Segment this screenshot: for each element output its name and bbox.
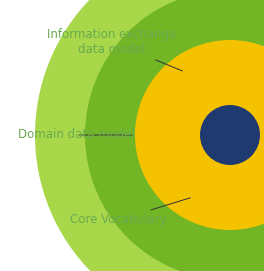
Circle shape: [35, 0, 264, 271]
Circle shape: [85, 0, 264, 271]
Text: Information exchange
data model: Information exchange data model: [47, 28, 182, 71]
Circle shape: [200, 105, 260, 165]
Text: Core Vocabulary: Core Vocabulary: [70, 198, 190, 227]
Circle shape: [135, 40, 264, 230]
Text: Domain data model: Domain data model: [18, 128, 135, 141]
